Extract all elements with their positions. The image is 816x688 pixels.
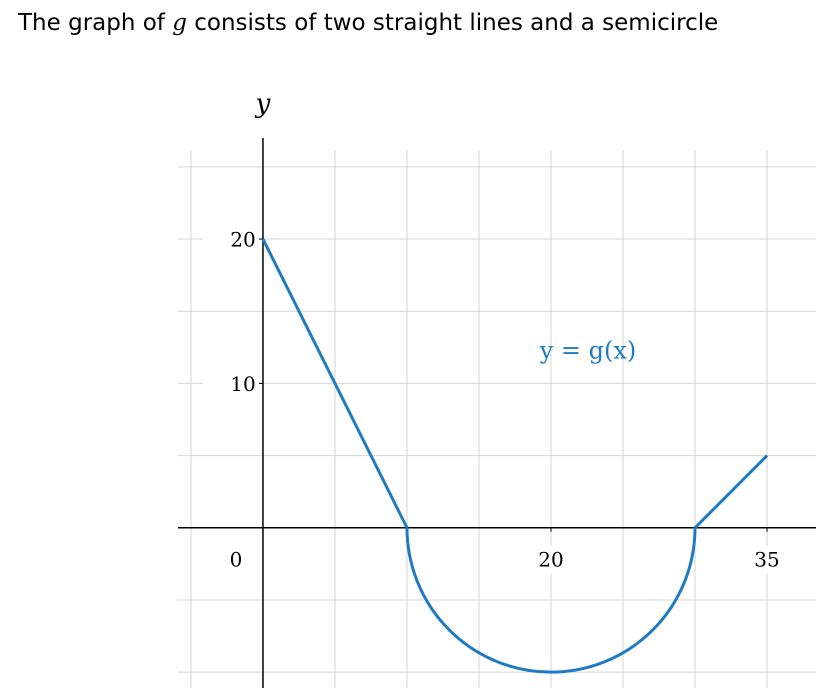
x-tick-label: 0 [230, 547, 243, 571]
title: The graph of g consists of two straight … [18, 10, 718, 36]
annotation: y = g(x) [539, 337, 637, 365]
tick-label-bg [215, 545, 256, 574]
tick-label-bg [202, 369, 259, 398]
title-text: consists of two straight lines and a sem… [186, 10, 719, 36]
y-axis-label: y [255, 89, 271, 119]
tick-label-bg [747, 545, 788, 574]
x-tick-label: 35 [754, 547, 779, 571]
title-var: g [172, 10, 187, 36]
x-tick-label: 20 [538, 547, 563, 571]
curve-semicircle [405, 527, 697, 674]
tick-label-bg [202, 225, 259, 254]
curve-line [693, 454, 769, 529]
y-tick-label: 20 [230, 228, 255, 252]
y-tick-label: 10 [230, 372, 255, 396]
tick-label-bg [531, 545, 572, 574]
curve-line [261, 238, 409, 529]
title-text: The graph of [18, 10, 173, 36]
